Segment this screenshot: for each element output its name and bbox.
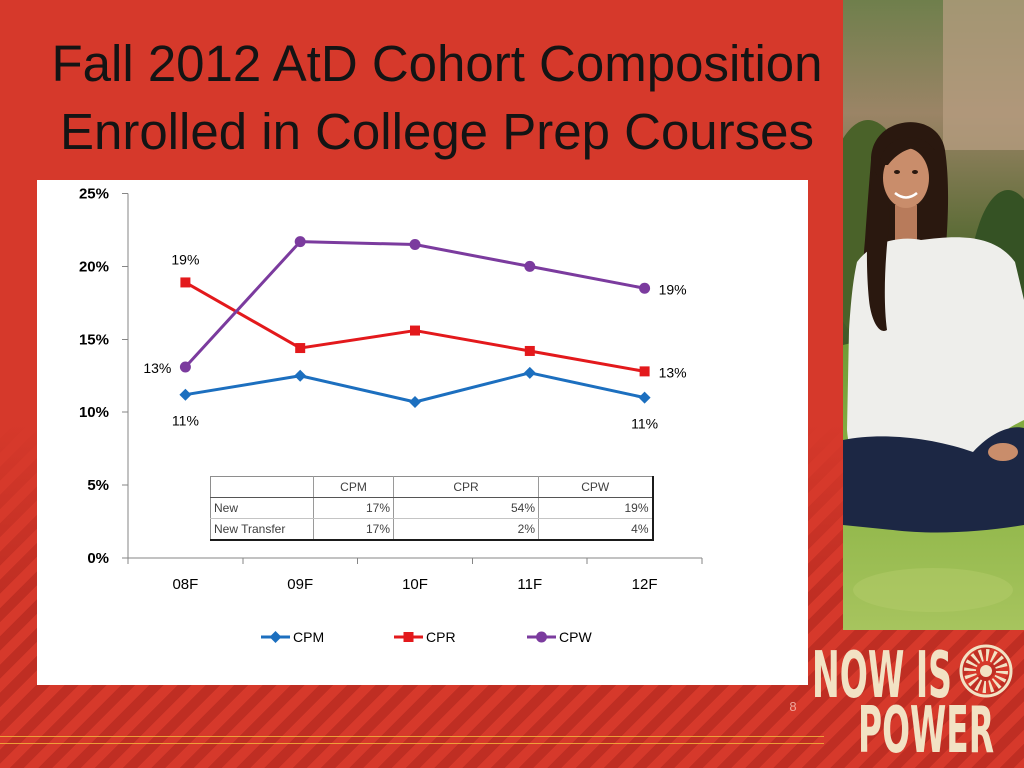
y-tick-label: 5% xyxy=(87,477,109,494)
table-cell: 17% xyxy=(313,518,394,541)
table-row: New 17% 54% 19% xyxy=(210,497,653,519)
table-row: New Transfer 17% 2% 4% xyxy=(210,518,653,541)
table-header-cpm: CPM xyxy=(313,476,394,498)
cpm-point-12f xyxy=(638,391,651,404)
table-cell: 2% xyxy=(393,518,539,541)
cpm-data-label-08f: 11% xyxy=(172,413,199,429)
cpr-series: 19% 13% xyxy=(171,251,686,380)
logo-sun-ring xyxy=(959,644,1013,698)
table-header-row: CPM CPR CPW xyxy=(210,476,653,498)
now-is-power-logo: NOW IS POWER xyxy=(812,639,1013,760)
legend-item-cpw: CPW xyxy=(527,629,592,645)
photo-building xyxy=(943,0,1024,150)
photo-hand xyxy=(988,443,1018,461)
cpr-point-10f xyxy=(410,325,420,336)
cpm-point-11f xyxy=(523,366,536,379)
photo-hair-fringe xyxy=(879,137,935,165)
photo-face xyxy=(883,148,929,208)
cpw-point-12f xyxy=(639,282,651,294)
x-tick-label-09f: 09F xyxy=(287,576,313,593)
photo-smile xyxy=(894,192,918,199)
slide-title-line-2: Enrolled in College Prep Courses xyxy=(59,103,815,160)
cpw-point-09f xyxy=(294,236,306,248)
table-header-cpw: CPW xyxy=(538,476,653,498)
cpr-data-label-12f: 13% xyxy=(659,364,687,380)
photo-neck xyxy=(895,205,917,240)
y-tick-label: 15% xyxy=(79,331,109,348)
logo-text-line-1: NOW IS xyxy=(812,639,952,713)
y-tick-label: 10% xyxy=(79,404,109,421)
legend-label-cpm: CPM xyxy=(293,629,324,645)
legend-item-cpr: CPR xyxy=(394,629,456,645)
cpm-point-08f xyxy=(179,388,192,401)
chart-panel: 0% 5% 10% 15% 20% 25% 08F 09F 10F 11F 12F 11% 11% 19%… xyxy=(37,180,808,685)
table-row-label: New Transfer xyxy=(210,518,314,541)
slide-title: Fall 2012 AtD Cohort Composition Enrolle… xyxy=(17,30,857,166)
legend-marker-cpw xyxy=(536,631,547,643)
logo-sun-hub xyxy=(980,665,992,677)
photo-grass-highlight xyxy=(853,568,1013,612)
legend-label-cpw: CPW xyxy=(559,629,592,645)
line-chart: 0% 5% 10% 15% 20% 25% 08F 09F 10F 11F 12F 11% 11% 19%… xyxy=(79,186,703,645)
cpr-point-12f xyxy=(639,366,650,377)
cpw-point-08f xyxy=(179,361,191,373)
logo-sun-rays xyxy=(964,649,1008,693)
cpr-point-11f xyxy=(524,345,535,356)
inset-data-table: CPM CPR CPW New 17% 54% 19% New Transfer… xyxy=(210,476,654,541)
logo-sun-emblem xyxy=(959,644,1013,698)
cpr-point-08f xyxy=(180,277,191,288)
table-cell: 19% xyxy=(538,497,653,519)
cpr-point-09f xyxy=(295,343,306,354)
table-cell: 4% xyxy=(538,518,653,541)
x-tick-label-11f: 11F xyxy=(517,576,542,593)
photo-hair-strand xyxy=(866,170,890,331)
cpm-series: 11% 11% xyxy=(172,366,658,432)
x-tick-label-08f: 08F xyxy=(172,576,198,593)
table-header-cpr: CPR xyxy=(393,476,539,498)
cpm-point-10f xyxy=(409,395,421,408)
table-row-label: New xyxy=(210,497,314,519)
cpw-series-line xyxy=(184,240,645,369)
slide-title-line-1: Fall 2012 AtD Cohort Composition xyxy=(51,35,823,92)
photo-eye xyxy=(912,170,918,174)
chart-legend: CPM CPR CPW xyxy=(261,629,592,645)
table-cell: 54% xyxy=(393,497,539,519)
cpm-point-09f xyxy=(294,369,307,382)
page-number: 8 xyxy=(789,699,797,714)
legend-marker-cpr xyxy=(403,632,414,642)
photo-woman-sitting-on-grass xyxy=(843,0,1024,630)
photo-white-shirt xyxy=(847,237,1024,482)
accent-line xyxy=(0,736,824,737)
cpw-point-11f xyxy=(524,260,536,272)
table-corner-cell xyxy=(210,476,314,498)
cpw-data-label-12f: 19% xyxy=(659,281,687,297)
y-tick-label: 25% xyxy=(79,186,109,203)
accent-line xyxy=(0,743,824,744)
cpw-data-label-08f: 13% xyxy=(143,360,171,376)
cpr-data-label-08f: 19% xyxy=(171,251,199,267)
photo-jeans xyxy=(843,427,1024,533)
legend-marker-cpm xyxy=(269,631,282,643)
cpw-series: 13% 19% xyxy=(143,236,687,376)
cpm-data-label-12f: 11% xyxy=(631,416,658,432)
legend-label-cpr: CPR xyxy=(426,629,456,645)
photo-eye xyxy=(894,170,900,174)
logo-text-line-2: POWER xyxy=(858,694,994,760)
y-tick-label: 0% xyxy=(87,550,109,567)
x-tick-label-12f: 12F xyxy=(632,576,658,593)
x-tick-label-10f: 10F xyxy=(402,576,428,593)
table-cell: 17% xyxy=(313,497,394,519)
y-tick-label: 20% xyxy=(79,258,109,275)
legend-item-cpm: CPM xyxy=(261,629,324,645)
cpw-point-10f xyxy=(409,239,421,251)
